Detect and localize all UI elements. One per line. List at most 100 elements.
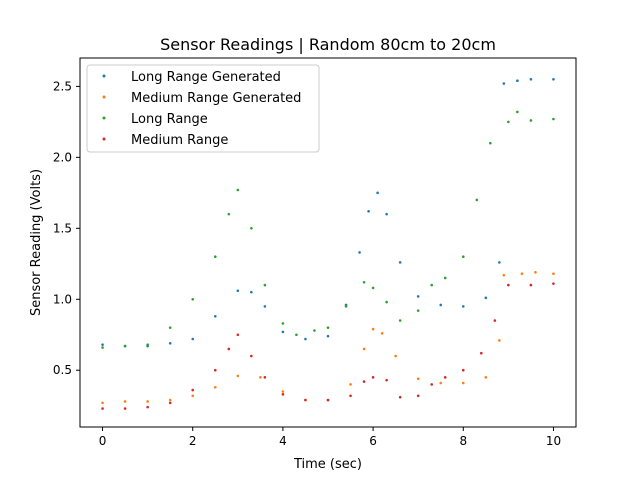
data-point [398,261,402,264]
data-point [362,347,366,351]
y-tick-label: 0.5 [53,363,72,377]
x-tick-label: 0 [99,434,107,448]
data-point [236,374,240,378]
data-point [101,407,104,410]
data-point [475,198,479,202]
data-point [281,393,285,396]
data-point [101,401,104,405]
data-point [385,300,388,304]
data-point [484,376,488,379]
data-point [376,191,379,195]
data-point [304,398,307,402]
data-point [461,305,465,308]
data-point [516,110,519,114]
data-point [489,141,492,145]
data-point [295,333,298,337]
data-point [326,334,330,338]
data-point [250,290,253,294]
data-point [439,381,443,385]
data-point [213,385,217,389]
legend-label: Medium Range Generated [131,91,301,106]
data-point [461,381,465,385]
data-point [443,376,447,379]
legend-label: Medium Range [131,133,228,148]
data-point [326,398,330,402]
data-point [259,376,262,379]
x-tick-label: 10 [546,434,561,448]
series-4-points [101,282,555,410]
x-tick-label: 2 [189,434,197,448]
data-point [250,227,253,230]
data-point [123,344,127,348]
data-point [236,188,240,192]
data-point [439,303,443,307]
data-point [371,286,375,290]
y-axis-label: Sensor Reading (Volts) [29,169,44,316]
data-point [362,380,366,383]
data-point [385,378,388,382]
legend-marker [102,74,106,78]
data-point [101,343,104,346]
data-point [498,261,501,264]
data-point [385,212,388,216]
x-axis-label: Time (sec) [293,457,362,472]
data-point [168,401,172,405]
data-point [398,395,402,399]
data-point [281,322,285,325]
data-point [191,388,195,392]
y-tick-label: 1.5 [53,221,72,235]
y-tick-label: 2.0 [53,150,72,164]
data-point [443,276,447,280]
data-point [236,289,240,293]
data-point [168,398,172,402]
data-point [529,283,533,287]
data-point [146,343,149,346]
data-point [358,251,361,254]
data-point [213,315,217,318]
data-point [349,383,352,386]
data-point [416,394,420,398]
data-point [430,283,434,287]
x-tick-label: 8 [459,434,467,448]
data-point [371,327,375,331]
data-point [227,347,231,351]
series-3-points [101,110,555,349]
data-point [304,337,307,341]
data-point [534,271,537,274]
data-point [281,330,285,334]
legend-marker [102,116,106,120]
data-point [349,394,352,398]
legend-marker [102,95,106,99]
legend: Long Range Generated Medium Range Generat… [86,64,320,153]
data-point [520,272,524,276]
data-point [416,377,420,381]
data-point [552,117,555,121]
data-point [281,390,285,393]
data-point [191,394,195,398]
data-point [502,82,506,85]
data-point [398,319,402,322]
legend-marker [102,137,106,141]
x-tick-label: 6 [369,434,377,448]
data-point [416,309,420,312]
data-point [371,376,375,379]
data-point [552,282,555,285]
y-tick-label: 1.0 [53,292,72,306]
data-point [313,329,316,332]
x-tick-label: 4 [279,434,287,448]
data-point [191,337,195,341]
data-point [552,77,555,81]
data-point [380,332,384,335]
data-point [146,400,149,403]
data-point [461,255,465,258]
data-points [101,77,555,410]
legend-label: Long Range Generated [131,70,281,85]
data-point [263,376,267,379]
plot-frame [79,57,577,428]
data-point [344,305,348,308]
legend-box [86,64,320,153]
chart-title: Sensor Readings | Random 80cm to 20cm [160,35,496,54]
data-point [168,341,172,345]
data-point [101,346,104,349]
